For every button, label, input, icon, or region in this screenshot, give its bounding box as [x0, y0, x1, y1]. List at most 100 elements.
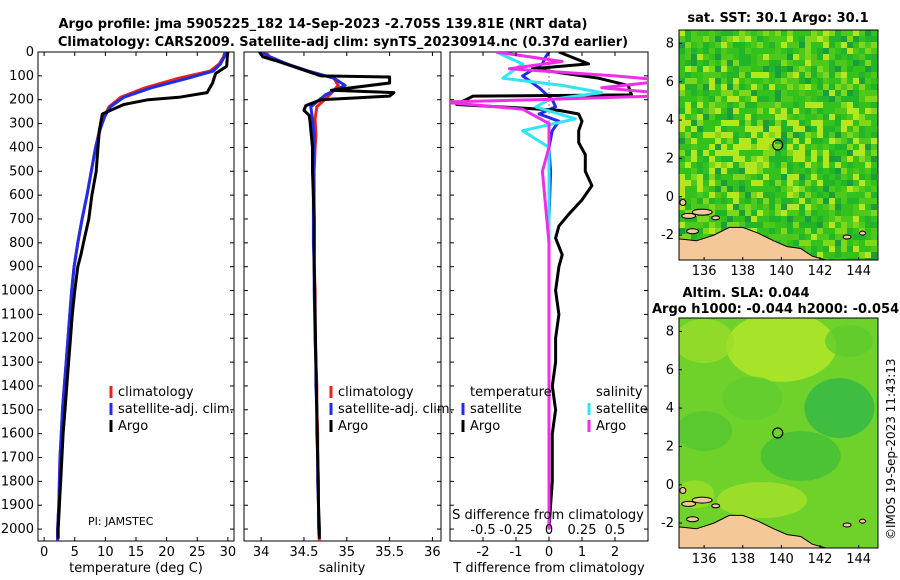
sst-cell: [847, 252, 853, 258]
sst-cell: [793, 42, 799, 48]
sst-cell: [829, 144, 835, 150]
sst-cell: [829, 54, 835, 60]
sst-cell: [721, 48, 727, 54]
sst-cell: [715, 174, 721, 180]
sst-cell: [685, 42, 691, 48]
sst-cell: [757, 126, 763, 132]
sst-cell: [775, 78, 781, 84]
sst-cell: [829, 252, 835, 258]
sst-cell: [775, 156, 781, 162]
sst-cell: [703, 114, 709, 120]
sst-cell: [787, 132, 793, 138]
sla-map-title1: Altim. SLA: 0.044: [683, 286, 810, 301]
difference-xlabel: T difference from climatology: [452, 561, 645, 576]
sst-cell: [787, 240, 793, 246]
sst-cell: [751, 54, 757, 60]
sst-cell: [775, 222, 781, 228]
sst-cell: [697, 42, 703, 48]
sst-cell: [793, 222, 799, 228]
sst-cell: [793, 36, 799, 42]
sst-cell: [781, 186, 787, 192]
salinity-xlabel: salinity: [319, 561, 366, 576]
sst-cell: [799, 210, 805, 216]
x-tick-label: 36: [424, 545, 441, 560]
difference-lines: [450, 52, 648, 541]
sst-cell: [733, 126, 739, 132]
sst-cell: [811, 144, 817, 150]
sst-cell: [865, 246, 871, 252]
sst-cell: [757, 162, 763, 168]
sst-cell: [793, 132, 799, 138]
sst-cell: [691, 150, 697, 156]
sst-cell: [727, 120, 733, 126]
lat-tick-label: 8: [666, 324, 674, 339]
sst-cell: [871, 156, 877, 162]
sst-cell: [787, 210, 793, 216]
sst-cell: [757, 186, 763, 192]
sst-cell: [697, 204, 703, 210]
sst-cell: [733, 192, 739, 198]
x-tick-label: 1: [578, 545, 586, 560]
sst-cell: [823, 198, 829, 204]
sst-cell: [775, 180, 781, 186]
temperature-xlabel: temperature (deg C): [69, 561, 203, 576]
figure-title-line1: Argo profile: jma 5905225_182 14-Sep-202…: [59, 17, 588, 32]
sst-cell: [865, 102, 871, 108]
sst-cell: [811, 78, 817, 84]
sst-cell: [739, 180, 745, 186]
sst-cell: [733, 174, 739, 180]
sst-cell: [805, 108, 811, 114]
sst-cell: [829, 216, 835, 222]
sst-cell: [715, 228, 721, 234]
sst-cell: [697, 78, 703, 84]
sst-cell: [823, 222, 829, 228]
sst-cell: [787, 84, 793, 90]
sst-cell: [829, 102, 835, 108]
depth-tick-label: 1100: [1, 307, 34, 322]
sst-cell: [871, 30, 877, 36]
sst-cell: [697, 138, 703, 144]
sst-cell: [811, 174, 817, 180]
lon-tick-label: 140: [769, 264, 794, 279]
sst-cell: [763, 174, 769, 180]
sst-cell: [721, 60, 727, 66]
sst-cell: [727, 66, 733, 72]
lat-tick-label: -2: [661, 228, 674, 243]
sst-cell: [691, 60, 697, 66]
sst-cell: [739, 174, 745, 180]
sst-cell: [847, 174, 853, 180]
sst-cell: [727, 174, 733, 180]
sst-cell: [721, 108, 727, 114]
sst-cell: [847, 36, 853, 42]
legend2-argo-label: Argo: [338, 419, 368, 434]
depth-tick-label: 700: [9, 212, 34, 227]
sst-cell: [793, 72, 799, 78]
sst-cell: [757, 216, 763, 222]
sst-cell: [853, 114, 859, 120]
x-tick-label-salinity: 0.25: [568, 523, 597, 538]
sst-cell: [799, 54, 805, 60]
sst-cell: [733, 120, 739, 126]
sst-cell: [865, 204, 871, 210]
sst-cell: [811, 180, 817, 186]
sst-cell: [865, 180, 871, 186]
sst-cell: [829, 48, 835, 54]
sst-cell: [853, 180, 859, 186]
sst-cell: [835, 246, 841, 252]
sst-cell: [865, 48, 871, 54]
sst-cell: [691, 186, 697, 192]
sst-cell: [703, 84, 709, 90]
sst-cell: [853, 174, 859, 180]
sst-cell: [757, 84, 763, 90]
sst-cell: [763, 114, 769, 120]
depth-tick-label: 600: [9, 188, 34, 203]
sst-cell: [679, 90, 685, 96]
sst-cell: [679, 72, 685, 78]
sst-cell: [829, 246, 835, 252]
sst-cell: [781, 90, 787, 96]
sst-cell: [859, 240, 865, 246]
sst-cell: [721, 150, 727, 156]
sst-cell: [697, 30, 703, 36]
sst-cell: [835, 186, 841, 192]
sst-cell: [817, 228, 823, 234]
